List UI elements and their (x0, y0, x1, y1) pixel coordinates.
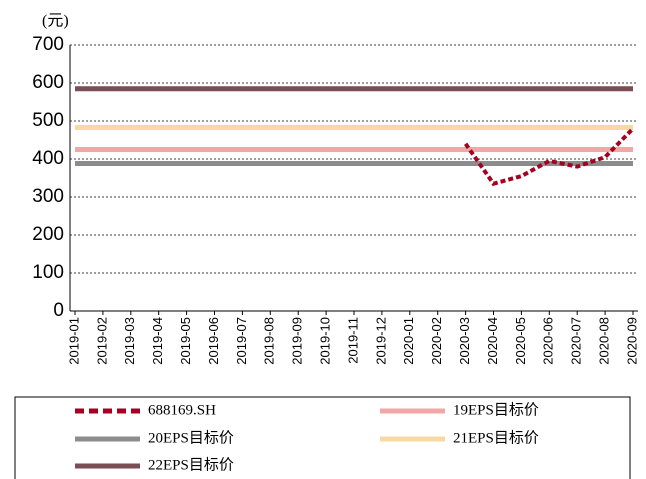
x-tick-label: 2020-07 (569, 317, 584, 365)
x-tick-label: 2020-09 (624, 317, 639, 365)
legend-label: 19EPS目标价 (453, 401, 539, 418)
y-tick-label: 400 (32, 148, 64, 169)
x-tick-label: 2020-01 (401, 317, 416, 365)
x-tick-label: 2019-08 (262, 317, 277, 365)
x-tick-label: 2019-07 (234, 317, 249, 365)
x-tick-label: 2019-10 (318, 317, 333, 365)
y-tick-label: 600 (32, 72, 64, 93)
legend-label: 22EPS目标价 (148, 456, 234, 473)
x-tick-label: 2020-05 (513, 317, 528, 365)
x-tick-label: 2019-03 (122, 317, 137, 365)
x-tick-label: 2019-06 (206, 317, 221, 365)
x-tick-label: 2019-05 (178, 317, 193, 365)
x-tick-label: 2019-01 (66, 317, 81, 365)
x-tick-label: 2019-09 (290, 317, 305, 365)
y-tick-label: 700 (32, 34, 64, 55)
x-tick-label: 2020-02 (429, 317, 444, 365)
legend-label: 21EPS目标价 (453, 429, 539, 446)
y-tick-label: 300 (32, 186, 64, 207)
series-line (463, 127, 635, 186)
x-tick-label: 2019-04 (150, 317, 165, 365)
y-tick-label: 200 (32, 224, 64, 245)
x-tick-label: 2019-11 (345, 317, 360, 364)
x-tick-label: 2020-06 (541, 317, 556, 365)
x-tick-label: 2020-08 (597, 317, 612, 365)
x-tick-label: 2019-02 (94, 317, 109, 365)
y-tick-label: 0 (53, 300, 64, 321)
legend-label: 20EPS目标价 (148, 429, 234, 446)
legend-label: 688169.SH (148, 402, 216, 418)
x-tick-label: 2020-04 (485, 317, 500, 365)
x-tick-label: 2020-03 (457, 317, 472, 365)
x-tick-label: 2019-12 (373, 317, 388, 365)
y-tick-label: 100 (32, 262, 64, 283)
y-tick-label: 500 (32, 110, 64, 131)
legend-box (14, 396, 631, 479)
y-unit-label: (元) (42, 13, 69, 30)
